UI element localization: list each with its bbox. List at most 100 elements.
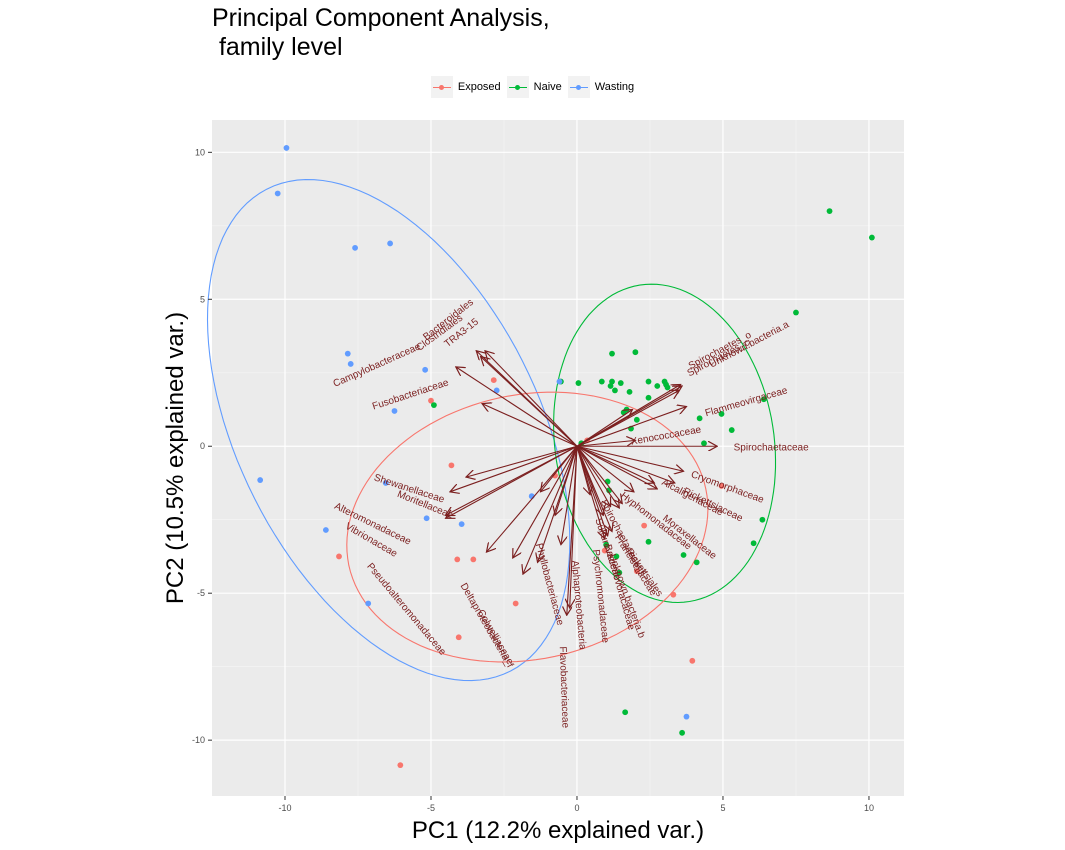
point-naive — [612, 387, 618, 394]
point-wasting — [391, 408, 398, 414]
point-naive — [598, 378, 605, 385]
point-naive — [750, 540, 757, 547]
loading-arrow — [482, 404, 578, 447]
point-wasting — [382, 480, 389, 486]
point-exposed — [512, 600, 519, 607]
x-tick-label: 0 — [574, 803, 579, 813]
point-wasting — [458, 521, 465, 528]
legend-key-wasting — [567, 76, 590, 98]
loading-arrow — [481, 357, 578, 447]
loading-arrow — [456, 367, 578, 447]
loading-arrow — [555, 446, 578, 515]
loading-arrow — [540, 445, 578, 492]
loading-arrow — [576, 445, 634, 492]
y-tick-label: -5 — [197, 588, 205, 598]
loading-arrow — [576, 445, 675, 483]
point-naive — [793, 309, 799, 316]
y-axis-label: PC2 (10.5% explained var.) — [162, 312, 189, 604]
point-naive — [645, 378, 652, 385]
point-naive — [617, 380, 624, 386]
point-naive — [616, 569, 623, 576]
point-wasting — [283, 145, 290, 151]
point-naive — [868, 234, 875, 241]
point-naive — [575, 380, 582, 386]
loading-arrow — [576, 440, 635, 447]
grid-major — [212, 120, 904, 796]
legend-label: Exposed — [457, 81, 501, 93]
legend-point — [576, 84, 582, 90]
point-naive — [622, 709, 629, 716]
point-exposed — [470, 556, 477, 563]
point-naive — [645, 394, 652, 401]
legend-item-naive: Naive — [506, 76, 562, 98]
loading-arrow — [446, 445, 578, 518]
point-naive — [696, 415, 703, 422]
point-exposed — [689, 657, 696, 664]
point-naive — [604, 478, 611, 485]
point-wasting — [257, 477, 264, 483]
point-wasting — [493, 387, 500, 394]
point-exposed — [670, 591, 677, 598]
y-tick-label: 5 — [200, 294, 205, 304]
point-wasting — [347, 361, 354, 367]
point-wasting — [423, 515, 430, 522]
point-exposed — [455, 634, 462, 641]
legend-item-wasting: Wasting — [567, 76, 635, 98]
point-exposed — [397, 762, 404, 769]
loading-arrow — [576, 445, 684, 471]
y-tick-label: -10 — [192, 735, 205, 745]
ellipse-wasting — [206, 179, 571, 682]
x-axis-ticks: -10 -5 0 5 10 — [278, 796, 874, 813]
loading-label-spirochaetaceae: Spirochaetaceae — [734, 442, 809, 453]
point-wasting — [344, 350, 351, 357]
y-tick-label: 0 — [200, 441, 205, 451]
point-naive — [633, 416, 640, 423]
point-naive — [759, 516, 766, 523]
legend-item-exposed: Exposed — [430, 76, 501, 98]
loading-arrows — [446, 351, 718, 616]
point-exposed — [718, 483, 725, 489]
point-naive — [603, 541, 610, 548]
point-naive — [645, 538, 652, 545]
legend-label: Naive — [533, 81, 562, 93]
point-naive — [679, 729, 685, 736]
loading-arrow — [513, 445, 578, 558]
x-tick-label: 10 — [864, 803, 874, 813]
point-naive — [654, 383, 661, 389]
point-naive — [607, 383, 614, 389]
point-naive — [760, 396, 767, 403]
point-wasting — [365, 600, 372, 607]
loading-arrow — [576, 445, 619, 508]
point-wasting — [387, 240, 394, 247]
point-naive — [609, 378, 615, 385]
y-tick-label: 10 — [195, 147, 205, 157]
legend-key-naive — [506, 76, 529, 98]
point-exposed — [490, 377, 497, 384]
point-naive — [664, 384, 671, 391]
point-naive — [693, 559, 700, 566]
point-naive — [701, 440, 707, 447]
point-exposed — [601, 547, 608, 554]
y-axis-ticks: -10 -5 0 5 10 — [192, 147, 212, 745]
point-exposed — [336, 553, 342, 560]
loading-arrow — [561, 446, 578, 544]
x-tick-label: 5 — [720, 803, 725, 813]
loading-arrow — [576, 407, 686, 447]
x-axis-label: PC1 (12.2% explained var.) — [412, 817, 704, 844]
loading-label-flavobacteriaceae: Flavobacteriaceae — [557, 646, 571, 728]
loading-arrow — [567, 446, 578, 615]
loading-arrow — [576, 446, 603, 515]
x-tick-label: -10 — [278, 803, 291, 813]
point-naive — [728, 427, 735, 433]
point-exposed — [428, 397, 434, 404]
point-naive — [609, 350, 615, 357]
loading-arrow — [466, 445, 578, 477]
legend-key-exposed — [430, 76, 453, 98]
point-naive — [613, 553, 620, 560]
grid-minor — [212, 120, 904, 796]
plot-panel — [212, 120, 904, 796]
point-wasting — [322, 527, 329, 533]
legend-label: Wasting — [594, 81, 635, 93]
loading-arrow — [576, 446, 590, 494]
